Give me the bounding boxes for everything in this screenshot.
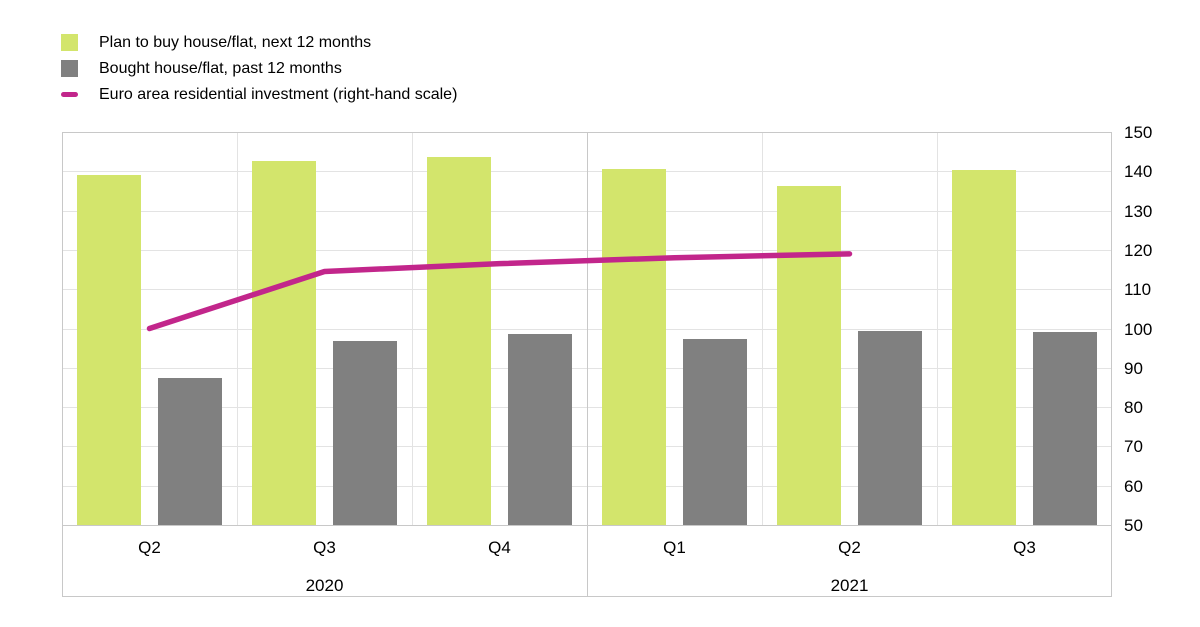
right-axis-tick-label: 70 xyxy=(1124,437,1143,457)
plan-to-buy-bar xyxy=(952,169,1016,525)
right-axis-tick-label: 110 xyxy=(1124,280,1152,300)
plan-to-buy-bar xyxy=(252,161,316,525)
investment-line-swatch-icon xyxy=(61,92,78,97)
vertical-gridline xyxy=(762,132,763,525)
right-axis-tick-label: 50 xyxy=(1124,516,1143,535)
vertical-gridline xyxy=(237,132,238,525)
x-axis-year-label: 2020 xyxy=(305,576,344,595)
legend-item-plan-to-buy: Plan to buy house/flat, next 12 months xyxy=(61,33,371,52)
legend-item-investment: Euro area residential investment (right-… xyxy=(61,85,457,104)
plot-right-border xyxy=(1111,132,1112,596)
vertical-gridline xyxy=(412,132,413,525)
right-axis-tick-label: 90 xyxy=(1124,358,1143,378)
bought-bar xyxy=(858,330,922,525)
right-axis-tick-label: 150 xyxy=(1124,123,1153,142)
bought-bar xyxy=(1033,331,1097,525)
right-axis-tick-label: 100 xyxy=(1124,319,1153,339)
x-axis-year-label: 2021 xyxy=(830,576,869,595)
plot-area xyxy=(62,132,1112,597)
bought-bar xyxy=(508,334,572,525)
right-axis-tick-label: 60 xyxy=(1124,476,1143,496)
bought-bar xyxy=(333,341,397,525)
legend-label: Bought house/flat, past 12 months xyxy=(99,60,342,77)
right-axis-tick-label: 80 xyxy=(1124,398,1143,418)
x-axis-quarter-label: Q2 xyxy=(838,538,861,557)
bought-bar xyxy=(683,338,747,525)
legend-item-bought: Bought house/flat, past 12 months xyxy=(61,59,342,78)
x-axis-quarter-label: Q4 xyxy=(488,538,511,557)
legend-label: Euro area residential investment (right-… xyxy=(99,86,458,103)
right-axis-tick-label: 140 xyxy=(1124,162,1153,182)
investment-line xyxy=(146,251,853,332)
x-axis-quarter-label: Q3 xyxy=(313,538,336,557)
plan-to-buy-bar xyxy=(777,186,841,525)
plan-to-buy-bar xyxy=(77,175,141,525)
plot-left-border xyxy=(62,132,63,596)
vertical-gridline xyxy=(937,132,938,525)
year-divider-line xyxy=(587,132,588,596)
x-axis-quarter-label: Q1 xyxy=(663,538,686,557)
plan-to-buy-bar xyxy=(427,157,491,525)
right-axis-tick-label: 120 xyxy=(1124,240,1153,260)
legend-label: Plan to buy house/flat, next 12 months xyxy=(99,34,372,51)
plan-bar-swatch-icon xyxy=(61,34,78,51)
x-axis-quarter-label: Q2 xyxy=(138,538,161,557)
bought-bar-swatch-icon xyxy=(61,60,78,77)
x-axis-quarter-label: Q3 xyxy=(1013,538,1036,557)
x-axis-outer-border xyxy=(62,596,1112,597)
plan-to-buy-bar xyxy=(602,168,666,525)
bought-bar xyxy=(158,378,222,525)
right-axis-tick-label: 130 xyxy=(1124,201,1153,221)
